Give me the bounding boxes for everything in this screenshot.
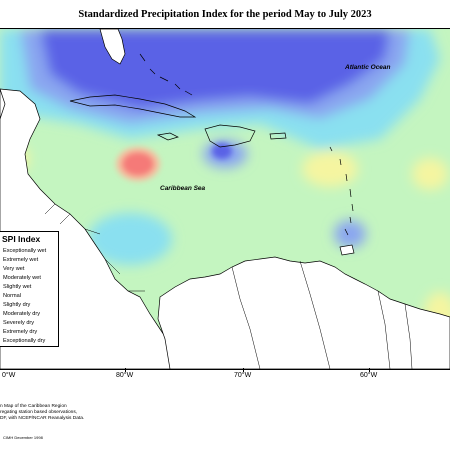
hispaniola-core <box>212 143 232 159</box>
note-line: n Map of the Caribbean Region <box>0 404 67 409</box>
axis-tick <box>243 368 244 372</box>
trinidad-wet-patch <box>334 220 366 248</box>
longitude-label-60w: 60°W <box>360 372 378 379</box>
borders-central-america <box>44 203 145 292</box>
map-credit: CIMH December 1998 <box>3 435 43 440</box>
very-wet-area <box>40 29 390 109</box>
caribbean-sea-label: Caribbean Sea <box>160 185 206 192</box>
central-wet-patch <box>88 213 172 265</box>
legend-item: Severely dry <box>3 320 35 326</box>
legend-item: Moderately dry <box>3 311 40 317</box>
puerto-rico <box>269 132 287 140</box>
legend-item: Exceptionally wet <box>3 248 47 254</box>
cuba <box>69 94 197 118</box>
atlantic-ocean-label: Atlantic Ocean <box>345 64 391 71</box>
axis-tick <box>125 368 126 372</box>
legend-item: Slightly dry <box>3 302 31 308</box>
longitude-label-70w: 70°W <box>234 372 252 379</box>
longitude-label-80w: 80°W <box>116 372 134 379</box>
legend-item: Normal <box>3 293 22 299</box>
border-venezuela <box>299 260 331 369</box>
spi-legend: SPI Index Exceptionally wet Extremely we… <box>0 231 59 347</box>
border-guyana <box>377 290 391 369</box>
note-line: regating station based observations, <box>0 410 78 415</box>
lesser-antilles <box>329 146 354 236</box>
dry-patch-antilles <box>302 151 358 187</box>
trinidad <box>339 244 355 256</box>
yucatan <box>0 88 6 120</box>
note-line: DF, with NCEP/NCAR Reanalysis Data. <box>0 416 85 421</box>
spi-map-svg <box>0 29 450 369</box>
bahamas <box>139 53 193 96</box>
legend-item: Extremely wet <box>3 257 39 263</box>
country-borders <box>44 203 413 369</box>
legend-title: SPI Index <box>2 234 41 244</box>
border-suriname <box>404 303 413 369</box>
border-colombia-venezuela <box>231 266 261 369</box>
legend-item: Very wet <box>3 266 25 272</box>
longitude-label-left-edge: 0°W <box>2 372 16 379</box>
hispaniola <box>204 124 256 148</box>
axis-tick <box>369 368 370 372</box>
jamaica <box>156 132 179 141</box>
south-america <box>157 256 450 369</box>
legend-item: Exceptionally dry <box>3 338 46 344</box>
legend-item: Moderately wet <box>3 275 41 281</box>
legend-item: Extremely dry <box>3 329 38 335</box>
spi-map: Atlantic Ocean Caribbean Sea <box>0 28 450 370</box>
legend-item: Slightly wet <box>3 284 32 290</box>
severely-dry-core <box>122 152 154 176</box>
dry-patch-east <box>412 158 448 190</box>
map-title: Standardized Precipitation Index for the… <box>78 9 372 20</box>
florida <box>99 29 126 65</box>
map-notes: n Map of the Caribbean Region regating s… <box>0 404 84 422</box>
